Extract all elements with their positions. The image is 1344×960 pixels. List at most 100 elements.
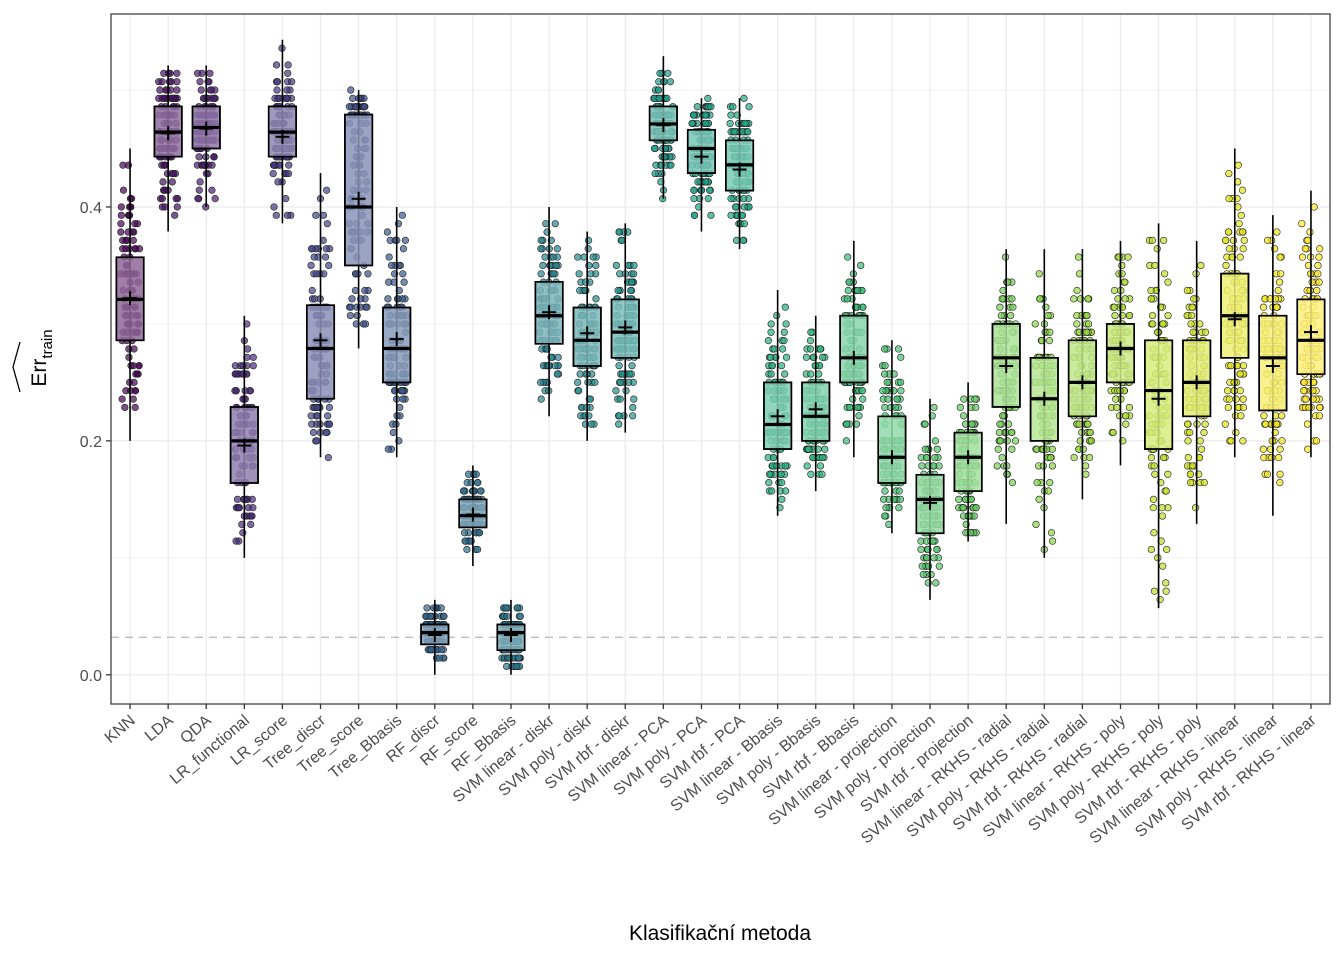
data-point: [999, 412, 1007, 420]
data-point: [284, 61, 292, 69]
data-point: [857, 261, 865, 270]
data-point: [464, 470, 473, 478]
data-point: [1114, 295, 1122, 303]
data-point: [1236, 387, 1244, 395]
data-point: [460, 529, 469, 537]
data-point: [125, 345, 133, 353]
data-point: [592, 261, 600, 270]
data-point: [308, 420, 316, 428]
data-point: [283, 86, 291, 94]
data-point: [173, 86, 181, 94]
data-point: [1164, 470, 1172, 478]
data-point: [346, 311, 354, 320]
data-point: [1184, 453, 1192, 462]
data-point: [542, 220, 550, 228]
data-point: [1153, 245, 1161, 253]
data-point: [398, 211, 406, 219]
data-point: [879, 387, 887, 395]
data-point: [323, 220, 331, 228]
data-point: [1221, 420, 1229, 428]
data-point: [231, 370, 239, 378]
data-point: [272, 211, 280, 219]
summary-19: [839, 314, 869, 384]
data-point: [399, 245, 408, 253]
data-point: [1276, 479, 1284, 487]
data-point: [1278, 412, 1286, 420]
data-point: [231, 387, 239, 395]
data-point: [1232, 395, 1240, 403]
data-point: [125, 353, 133, 361]
box-outline: [915, 473, 945, 535]
data-point: [512, 662, 520, 671]
data-point: [704, 94, 712, 102]
data-point: [169, 169, 178, 178]
data-point: [399, 270, 407, 278]
data-point: [666, 78, 674, 86]
data-point: [727, 195, 735, 203]
data-point: [239, 362, 247, 370]
data-point: [1073, 311, 1081, 320]
data-point: [1236, 253, 1244, 261]
box-outline: [991, 323, 1021, 408]
data-point: [135, 362, 143, 370]
data-point: [272, 61, 281, 69]
box-outline: [1067, 339, 1097, 418]
data-point: [706, 186, 714, 194]
data-point: [119, 186, 128, 194]
data-point: [1047, 529, 1056, 537]
summary-8: [420, 623, 450, 646]
data-point: [282, 94, 291, 102]
data-point: [1162, 587, 1170, 595]
data-point: [1125, 311, 1134, 320]
data-point: [195, 153, 203, 161]
data-point: [1235, 220, 1243, 228]
data-point: [353, 311, 361, 320]
data-point: [660, 153, 668, 161]
data-point: [935, 562, 943, 570]
data-point: [351, 286, 360, 295]
data-point: [1224, 228, 1233, 236]
data-point: [855, 412, 863, 420]
box-outline: [344, 113, 374, 267]
data-point: [283, 211, 292, 219]
data-point: [930, 462, 938, 470]
data-point: [1044, 487, 1053, 495]
data-point: [309, 428, 318, 437]
data-point: [1259, 445, 1267, 453]
data-point: [117, 228, 125, 236]
data-point: [663, 94, 671, 102]
data-point: [1011, 437, 1020, 445]
data-point: [1083, 311, 1091, 320]
data-point: [1276, 253, 1284, 261]
data-point: [1229, 236, 1238, 244]
data-point: [651, 169, 659, 178]
data-point: [919, 570, 927, 579]
data-point: [1046, 328, 1054, 336]
data-point: [1260, 412, 1268, 420]
data-point: [384, 295, 392, 303]
data-point: [1273, 303, 1281, 311]
data-point: [1315, 278, 1323, 286]
data-point: [1259, 303, 1268, 311]
box-outline: [1144, 339, 1174, 450]
data-point: [364, 270, 372, 278]
data-point: [627, 286, 635, 295]
data-point: [398, 295, 406, 303]
data-point: [1304, 236, 1312, 244]
data-point: [931, 437, 940, 445]
data-point: [1124, 253, 1132, 261]
box-outline: [1296, 298, 1326, 376]
data-point: [241, 395, 249, 403]
data-point: [781, 370, 789, 378]
data-point: [882, 504, 890, 512]
data-point: [740, 195, 748, 203]
summary-18: [801, 381, 831, 442]
data-point: [767, 328, 775, 336]
data-point: [243, 320, 251, 328]
data-point: [1158, 512, 1167, 520]
summary-12: [572, 306, 602, 367]
data-point: [859, 395, 867, 403]
summary-7: [382, 306, 412, 384]
data-point: [1187, 320, 1195, 328]
data-point: [1201, 328, 1210, 336]
